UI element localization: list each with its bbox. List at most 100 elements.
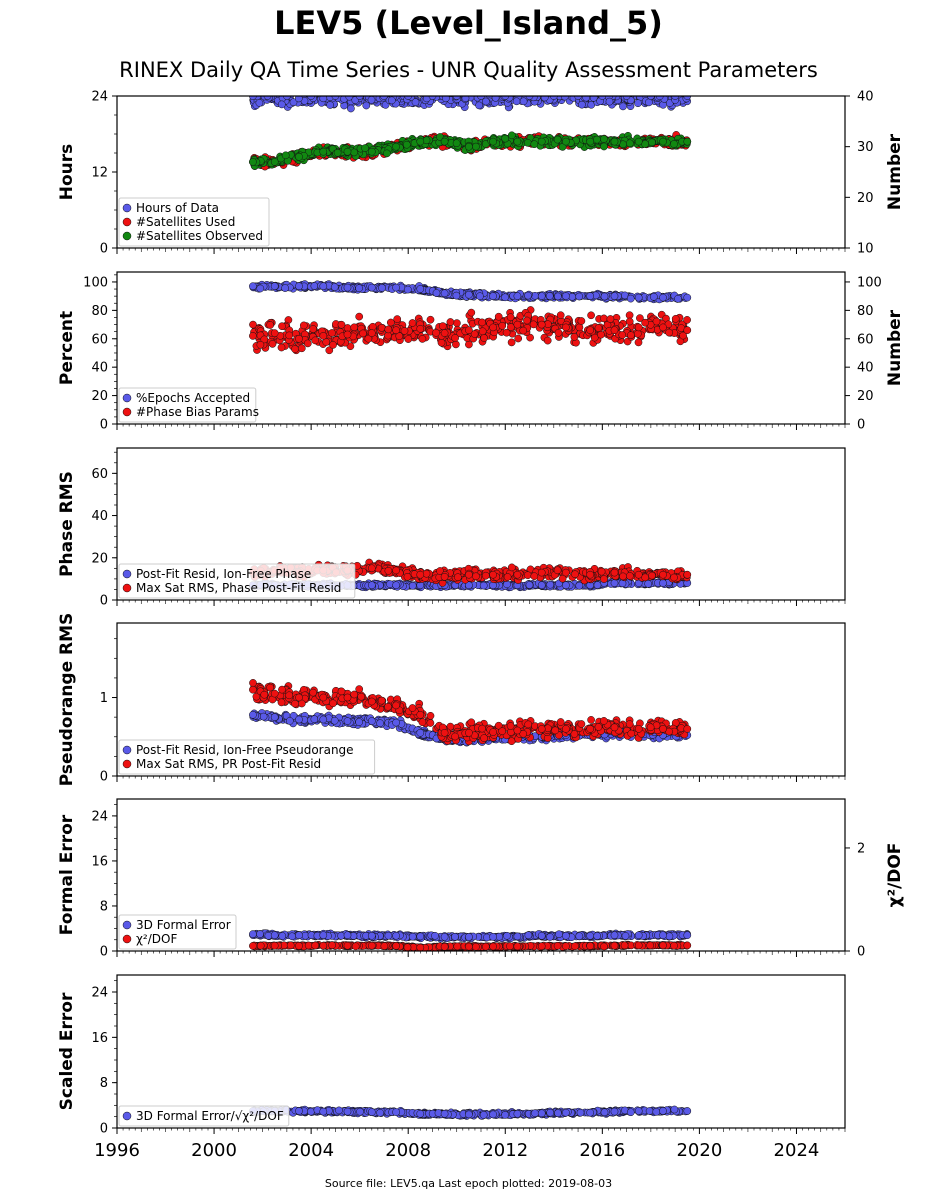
y-tick-label: 24 (91, 90, 108, 105)
y-tick-label: 80 (91, 304, 108, 319)
data-point (249, 710, 257, 719)
y-axis-label: Hours (57, 144, 77, 201)
data-point (392, 283, 400, 292)
data-point (480, 334, 488, 342)
y-tick-label: 40 (91, 509, 108, 524)
data-point (600, 135, 608, 143)
data-point (299, 321, 308, 330)
data-point (266, 321, 275, 329)
data-point (319, 332, 328, 340)
data-point (295, 715, 303, 724)
data-point (355, 312, 364, 321)
data-point (530, 140, 539, 149)
data-point (562, 323, 570, 332)
data-point (452, 340, 460, 349)
data-point (512, 97, 521, 106)
data-point (319, 282, 328, 291)
data-point (597, 330, 605, 339)
data-point (478, 318, 486, 327)
data-point (392, 581, 400, 590)
data-point (268, 340, 277, 348)
data-point (438, 322, 447, 330)
data-point (355, 718, 363, 726)
data-point (303, 339, 312, 348)
y-tick-label: 60 (91, 332, 108, 347)
legend: Hours of Data#Satellites Used#Satellites… (118, 197, 270, 247)
data-point (625, 572, 634, 580)
data-point (586, 570, 595, 579)
legend-box (118, 197, 270, 247)
data-point (367, 96, 376, 104)
data-point (295, 334, 303, 343)
data-point (333, 148, 342, 157)
data-point (546, 580, 555, 589)
y-right-tick-label: 40 (857, 361, 874, 376)
data-point (440, 289, 449, 298)
data-point (393, 315, 402, 323)
data-points (249, 679, 692, 747)
data-point (558, 574, 567, 583)
data-point (600, 142, 608, 151)
y-right-tick-label: 0 (857, 418, 865, 433)
data-point (498, 321, 507, 330)
data-point (513, 320, 522, 329)
data-point (319, 715, 328, 724)
data-point (337, 320, 346, 329)
data-point (554, 328, 563, 337)
data-point (270, 158, 279, 166)
legend-marker (122, 569, 132, 579)
data-point (465, 570, 473, 579)
data-point (545, 292, 554, 300)
data-point (577, 317, 586, 325)
data-point (556, 311, 565, 320)
data-point (543, 336, 552, 345)
data-point (418, 335, 427, 343)
data-point (294, 96, 303, 103)
data-point (440, 137, 449, 146)
data-point (553, 135, 562, 144)
data-point (260, 335, 269, 344)
data-point (378, 284, 386, 292)
data-point (249, 320, 257, 329)
data-point (281, 151, 290, 160)
data-point (605, 97, 614, 106)
data-point (575, 581, 584, 590)
data-point (683, 316, 691, 324)
data-point (416, 728, 425, 737)
data-point (537, 137, 546, 146)
data-point (683, 293, 692, 302)
legend: %Epochs Accepted#Phase Bias Params (118, 387, 259, 423)
data-point (593, 581, 602, 589)
data-point (523, 571, 532, 580)
data-point (610, 137, 619, 146)
data-point (659, 137, 667, 146)
data-point (587, 311, 595, 320)
data-point (377, 323, 386, 332)
data-point (330, 283, 339, 291)
data-point (387, 96, 396, 105)
data-point (586, 137, 595, 146)
data-points (249, 280, 692, 355)
legend-label: Post-Fit Resid, Ion-Free Phase (136, 567, 311, 581)
data-point (645, 98, 653, 107)
data-point (350, 323, 359, 332)
data-point (586, 326, 595, 335)
data-point (575, 292, 584, 301)
data-point (256, 340, 265, 349)
data-point (343, 330, 352, 339)
data-point (648, 138, 656, 147)
y-axis-label: Phase RMS (57, 471, 77, 577)
y-right-tick-label: 20 (857, 191, 874, 206)
data-point (364, 334, 373, 343)
data-point (446, 318, 455, 326)
data-point (343, 283, 352, 292)
data-point (479, 581, 488, 590)
data-point (330, 716, 339, 725)
data-point (659, 570, 667, 579)
data-point (606, 315, 615, 323)
data-point (367, 329, 376, 337)
data-point (634, 323, 643, 332)
legend-marker (122, 583, 132, 593)
